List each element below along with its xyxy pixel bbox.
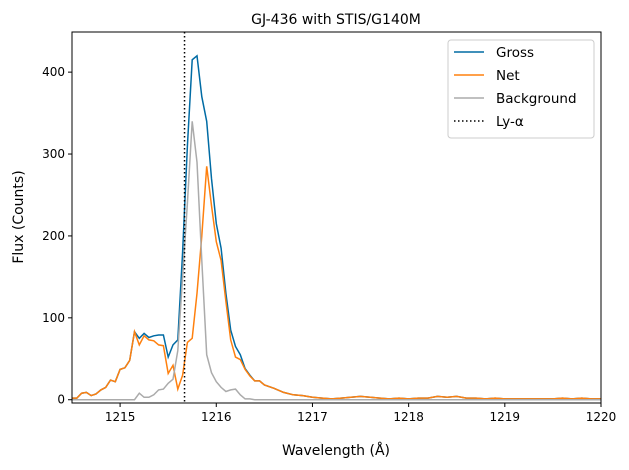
y-axis-label: Flux (Counts) [11, 170, 27, 263]
plot-frame [71, 31, 602, 404]
legend-label: Background [496, 91, 577, 107]
legend: Gross Net Background Ly-α [447, 39, 595, 139]
series-line-background [72, 121, 601, 401]
x-tick-label: 1217 [297, 410, 328, 424]
chart-title: GJ-436 with STIS/G140M [251, 12, 421, 28]
legend-label: Net [496, 68, 520, 84]
plot-area [72, 32, 601, 403]
x-tick-label: 1215 [105, 410, 136, 424]
x-tick-label: 1219 [490, 410, 521, 424]
legend-label: Ly-α [496, 114, 524, 130]
y-tick-label: 100 [42, 311, 65, 325]
y-tick-label: 200 [42, 229, 65, 243]
x-axis-label: Wavelength (Å) [282, 442, 390, 459]
x-tick-label: 1216 [201, 410, 232, 424]
x-tick-label: 1220 [586, 410, 617, 424]
x-axis: 1215 1216 1217 1218 1219 1220 [105, 403, 616, 424]
y-tick-label: 300 [42, 147, 65, 161]
y-tick-label: 400 [42, 65, 65, 79]
legend-label: Gross [496, 45, 534, 61]
legend-frame [447, 39, 595, 139]
y-axis: 0 100 200 300 400 [42, 65, 72, 407]
y-tick-label: 0 [57, 393, 65, 407]
x-tick-label: 1218 [393, 410, 424, 424]
series-line-net [72, 166, 601, 400]
